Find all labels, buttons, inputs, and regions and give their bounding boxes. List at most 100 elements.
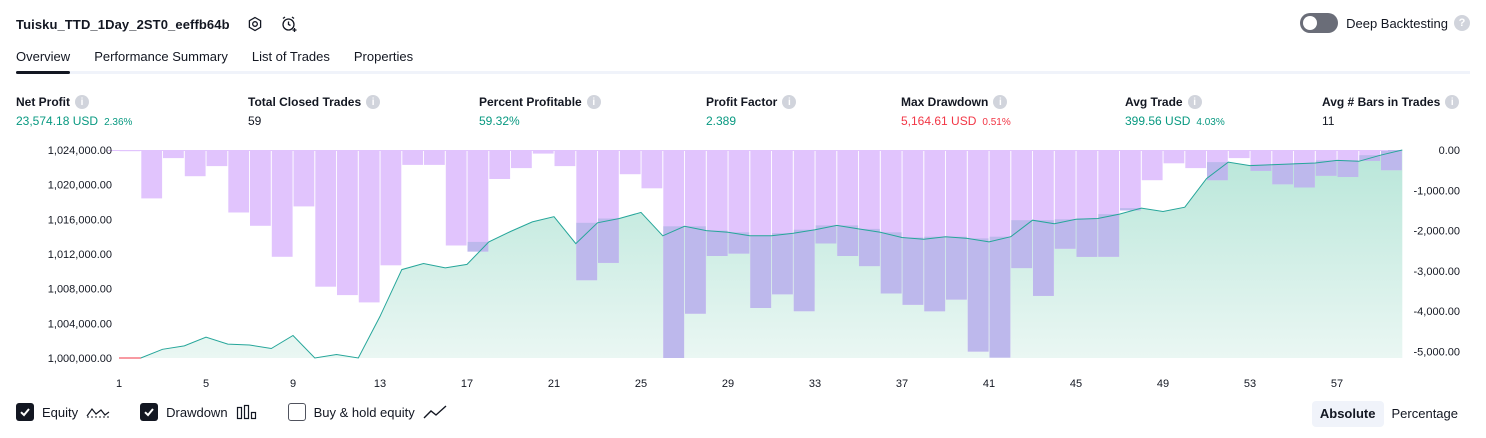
drawdown-bar: [445, 150, 467, 246]
metric-label: Total Closed Trades: [248, 95, 362, 109]
info-icon[interactable]: i: [366, 95, 381, 109]
settings-gear-icon[interactable]: [246, 15, 264, 33]
left-axis-tick-label: 1,012,000.00: [48, 249, 112, 261]
drawdown-bar-overlap: [880, 232, 902, 294]
drawdown-bar: [380, 150, 402, 266]
drawdown-bar: [619, 150, 641, 175]
drawdown-bar: [271, 150, 293, 257]
x-axis-tick-label: 33: [809, 378, 821, 390]
right-axis-tick-label: -4,000.00: [1414, 306, 1460, 318]
right-axis-tick-label: -5,000.00: [1414, 347, 1460, 359]
tab-list-of-trades[interactable]: List of Trades: [251, 49, 330, 64]
x-axis-tick-label: 9: [290, 378, 296, 390]
drawdown-bar-overlap: [1054, 219, 1076, 249]
drawdown-bar: [337, 150, 358, 296]
tab-performance-summary[interactable]: Performance Summary: [94, 49, 228, 64]
metric-total-closed-trades: Total Closed Trades i 59: [248, 94, 381, 128]
drawdown-bar: [315, 150, 337, 287]
equity-checkbox[interactable]: [16, 403, 34, 421]
display-mode-switch: Absolute Percentage: [1311, 401, 1466, 427]
left-axis-tick-label: 1,004,000.00: [48, 318, 112, 330]
info-icon[interactable]: i: [1187, 95, 1202, 109]
drawdown-bar: [511, 150, 532, 169]
alarm-clock-add-icon[interactable]: [280, 15, 298, 33]
drawdown-bar: [250, 150, 271, 226]
header: Tuisku_TTD_1Day_2ST0_eeffb64b: [16, 10, 298, 38]
metric-label: Percent Profitable: [479, 95, 582, 109]
drawdown-bar: [184, 150, 206, 177]
drawdown-bars-icon: [236, 404, 258, 420]
legend-drawdown-toggle[interactable]: Drawdown: [140, 403, 257, 421]
metric-percent: 4.03%: [1196, 117, 1225, 128]
x-axis-tick-label: 41: [983, 378, 995, 390]
drawdown-bar: [206, 150, 228, 167]
drawdown-bar-overlap: [902, 237, 924, 305]
legend-buy-hold-label: Buy & hold equity: [313, 404, 415, 420]
deep-backtesting-toggle[interactable]: [1300, 13, 1339, 33]
x-axis-tick-label: 25: [635, 378, 647, 390]
info-icon[interactable]: i: [782, 95, 797, 109]
drawdown-bar: [1120, 150, 1141, 211]
drawdown-bar-overlap: [772, 233, 793, 295]
drawdown-bar: [532, 150, 554, 154]
drawdown-bar-overlap: [1337, 160, 1359, 177]
metric-value: 23,574.18 USD: [16, 114, 99, 128]
info-icon[interactable]: i: [993, 95, 1008, 109]
metric-value: 399.56 USD: [1125, 114, 1191, 128]
metric-percent-profitable: Percent Profitable i 59.32%: [479, 94, 601, 128]
left-axis-tick-label: 1,000,000.00: [48, 353, 112, 365]
tab-overview[interactable]: Overview: [16, 44, 71, 74]
drawdown-bar-overlap: [837, 225, 859, 256]
x-axis-tick-label: 5: [203, 378, 209, 390]
drawdown-bar: [641, 150, 663, 189]
drawdown-bar: [489, 150, 511, 179]
buy-hold-checkbox[interactable]: [287, 403, 306, 421]
legend-equity-toggle[interactable]: Equity: [16, 403, 110, 421]
equity-drawdown-chart[interactable]: 1,024,000.00 1,020,000.00 1,016,000.00 1,01…: [0, 136, 1486, 394]
x-axis-tick-label: 21: [548, 378, 560, 390]
drawdown-bar: [467, 150, 489, 252]
drawdown-bar: [1163, 150, 1185, 164]
drawdown-bar: [728, 150, 750, 254]
drawdown-bar-overlap: [793, 229, 815, 312]
drawdown-bar-overlap: [750, 235, 772, 308]
x-axis-tick-label: 13: [374, 378, 386, 390]
drawdown-bar-overlap: [598, 218, 619, 263]
x-axis-tick-label: 17: [461, 378, 473, 390]
metric-label: Avg # Bars in Trades: [1322, 95, 1441, 109]
drawdown-bar: [358, 150, 380, 303]
info-icon[interactable]: i: [1445, 95, 1460, 109]
drawdown-checkbox[interactable]: [140, 403, 159, 421]
left-axis-tick-label: 1,020,000.00: [48, 180, 112, 192]
metric-value: 59.32%: [479, 114, 520, 128]
deep-backtesting-label: Deep Backtesting: [1346, 15, 1448, 31]
drawdown-bar-overlap: [685, 226, 706, 314]
drawdown-bar: [402, 150, 424, 165]
drawdown-bar: [141, 150, 163, 199]
tabs-divider: [16, 71, 1470, 74]
drawdown-bar-overlap: [1076, 218, 1098, 257]
drawdown-bar-overlap: [1250, 164, 1272, 171]
drawdown-bar-overlap: [815, 225, 837, 244]
mode-percentage-button[interactable]: Percentage: [1391, 406, 1459, 421]
right-axis-tick-label: -1,000.00: [1414, 185, 1460, 197]
info-icon[interactable]: i: [586, 95, 601, 109]
drawdown-bar: [1185, 150, 1207, 169]
drawdown-bar: [293, 150, 315, 207]
metric-value: 5,164.61 USD: [901, 114, 977, 128]
drawdown-bar-overlap: [1011, 220, 1033, 269]
legend-buy-hold-toggle[interactable]: Buy & hold equity: [287, 403, 447, 421]
help-icon[interactable]: ?: [1454, 15, 1470, 31]
left-axis-tick-label: 1,024,000.00: [48, 145, 112, 157]
mode-absolute-button[interactable]: Absolute: [1311, 401, 1384, 427]
metric-max-drawdown: Max Drawdown i 5,164.61 USD 0.51%: [901, 94, 1011, 128]
metric-avg-trade: Avg Trade i 399.56 USD 4.03%: [1125, 94, 1225, 128]
tab-properties[interactable]: Properties: [353, 49, 414, 64]
info-icon[interactable]: i: [75, 95, 89, 109]
drawdown-bar-overlap: [1033, 220, 1054, 296]
drawdown-bar-overlap: [1294, 163, 1315, 188]
metrics-row: Net Profit i 23,574.18 USD 2.36% Total Clo…: [16, 94, 1470, 130]
right-axis-tick-label: -2,000.00: [1414, 226, 1460, 238]
drawdown-bar-overlap: [728, 232, 750, 254]
drawdown-bar: [228, 150, 250, 213]
